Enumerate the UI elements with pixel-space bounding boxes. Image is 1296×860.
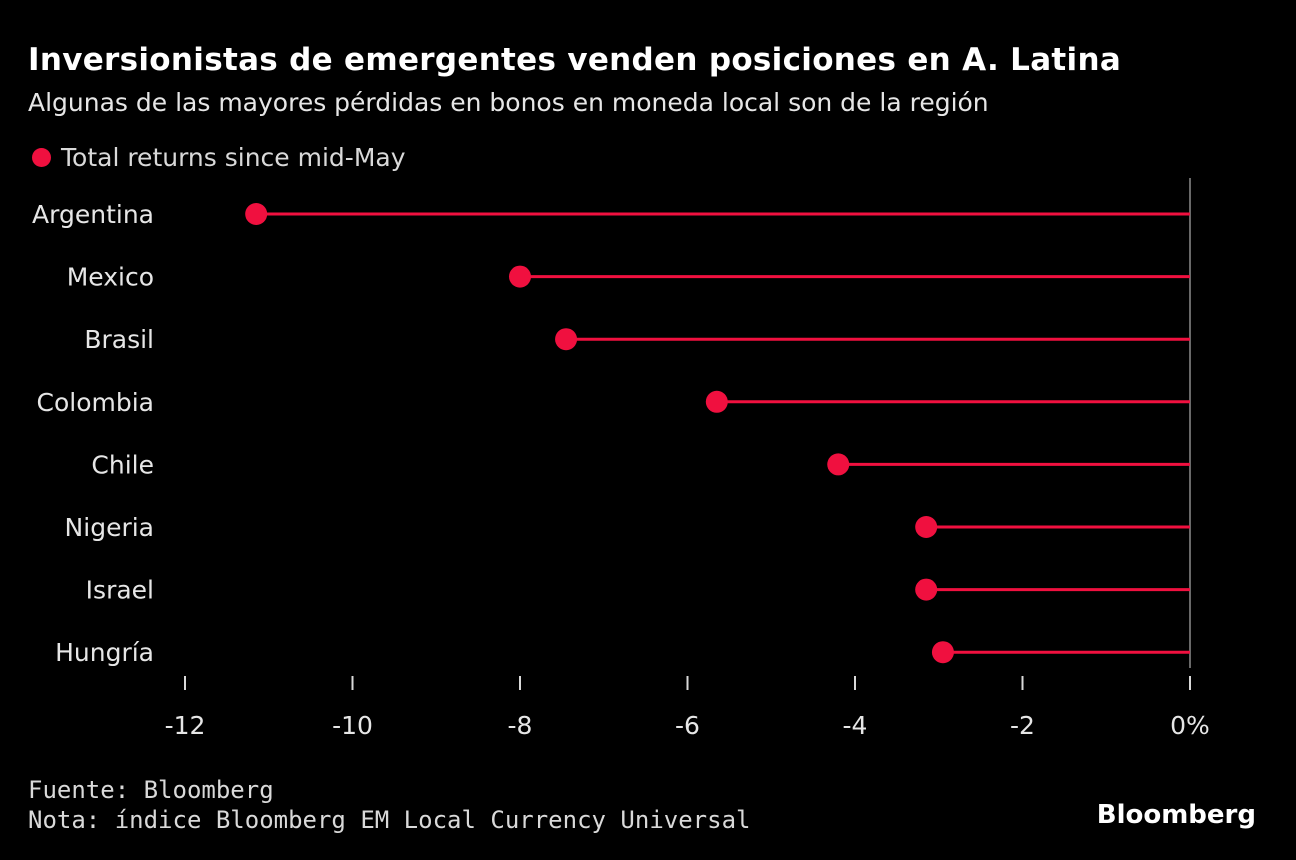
category-label: Colombia [37, 388, 154, 417]
chart-title: Inversionistas de emergentes venden posi… [28, 42, 1122, 78]
legend-label: Total returns since mid-May [61, 143, 406, 172]
data-point [245, 203, 268, 225]
x-tick-label: -8 [508, 711, 533, 740]
data-point [931, 641, 954, 664]
category-label: Nigeria [65, 513, 154, 542]
data-point [705, 390, 728, 413]
data-point [915, 578, 938, 601]
source-note: Fuente: Bloomberg [28, 776, 274, 804]
x-tick-label: -10 [332, 711, 373, 740]
bloomberg-logo: Bloomberg [1096, 800, 1256, 830]
data-point [555, 328, 578, 351]
footnote: Nota: índice Bloomberg EM Local Currency… [28, 806, 751, 834]
x-tick-label: -2 [1010, 711, 1035, 740]
x-tick-label: -4 [843, 711, 868, 740]
data-point [827, 453, 850, 476]
data-point [915, 516, 938, 538]
data-point [509, 265, 531, 288]
x-tick-label: -12 [165, 711, 206, 740]
category-label: Brasil [84, 325, 154, 354]
category-label: Argentina [32, 200, 154, 229]
category-label: Chile [91, 450, 154, 479]
category-label: Hungría [55, 638, 154, 667]
category-label: Mexico [67, 263, 154, 292]
legend-dot-icon [32, 148, 51, 167]
x-tick-label: -6 [675, 711, 700, 740]
legend: Total returns since mid-May [32, 143, 406, 172]
category-label: Israel [86, 576, 154, 605]
x-tick-label: 0% [1170, 711, 1210, 740]
chart-subtitle: Algunas de las mayores pérdidas en bonos… [28, 88, 989, 117]
